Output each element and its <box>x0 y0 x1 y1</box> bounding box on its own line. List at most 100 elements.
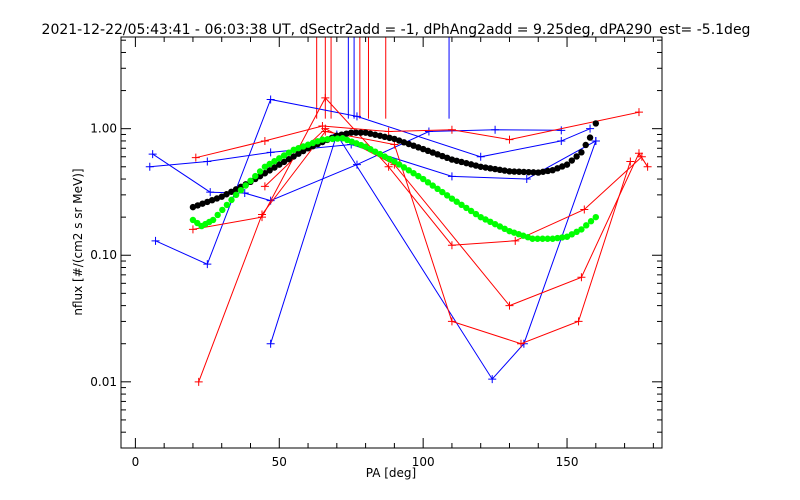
black-curve-point <box>348 129 355 136</box>
green-curve-point <box>529 235 536 242</box>
axes-layer: 0 50 100 150 0.01 0.10 1.00 <box>90 37 662 469</box>
red-data-point <box>384 162 393 171</box>
green-curve-point <box>472 210 480 218</box>
red-data-point <box>511 236 520 245</box>
black-curve-point <box>256 172 264 180</box>
black-curve-point <box>280 158 288 166</box>
black-curve-point <box>266 167 273 174</box>
black-curve-point <box>511 168 518 175</box>
blue-data-point <box>522 175 531 184</box>
red-data-point <box>447 317 456 326</box>
green-curve-point <box>247 177 254 185</box>
black-curve-point <box>343 130 350 137</box>
plot-frame <box>120 36 663 449</box>
red-series-line <box>195 111 640 159</box>
red-data-point <box>505 135 514 144</box>
red-data-point <box>258 210 267 219</box>
blue-data-point <box>557 126 566 135</box>
green-curve-point <box>219 206 226 214</box>
green-curve-point <box>534 235 541 242</box>
green-curve-point <box>410 170 417 177</box>
green-curve-point <box>549 235 556 242</box>
blue-data-point <box>557 136 566 145</box>
red-data-point <box>643 162 652 171</box>
green-curve-point <box>228 196 235 204</box>
green-curve-point <box>381 153 388 160</box>
black-curve-point <box>362 129 369 136</box>
green-curve-point <box>554 234 561 242</box>
green-curve-point <box>491 220 499 228</box>
green-curve-point <box>242 182 249 189</box>
blue-data-point <box>203 157 212 166</box>
y-axis-label: nflux [#/(cm2 s sr MeV)] <box>71 168 85 315</box>
black-curve-point <box>539 168 547 175</box>
blue-data-point <box>488 375 497 384</box>
red-data-point <box>505 301 514 310</box>
blue-data-point <box>447 172 456 181</box>
black-curve-point <box>515 168 523 175</box>
green-curve-point <box>324 136 331 143</box>
blue-data-point <box>591 136 600 145</box>
x-tick-label: 0 <box>132 455 140 469</box>
green-curve-point <box>252 172 259 180</box>
green-curve-point <box>266 160 273 168</box>
green-curve-point <box>539 235 546 242</box>
x-axis-label: PA [deg] <box>366 466 416 480</box>
green-curve-point <box>568 231 576 238</box>
blue-data-point <box>352 112 361 121</box>
red-data-point <box>577 273 586 282</box>
black-curve-point <box>549 166 556 174</box>
red-data-point <box>626 157 635 166</box>
green-curve-point <box>223 201 231 209</box>
blue-data-point <box>266 339 275 348</box>
green-curve-point <box>319 136 326 143</box>
black-curve-point <box>381 133 388 141</box>
red-data-point <box>574 317 583 326</box>
black-curve-point <box>530 169 537 176</box>
black-curve-point <box>573 153 580 160</box>
green-curve-point <box>439 188 446 196</box>
black-curve-point <box>357 129 365 136</box>
red-data-point <box>447 241 456 250</box>
black-curve-point <box>448 156 456 163</box>
black-curve-point <box>578 149 585 156</box>
red-data-point <box>321 124 330 133</box>
black-curve-point <box>501 167 508 174</box>
black-curve-point <box>367 130 374 137</box>
green-curve-point <box>276 155 283 162</box>
y-tick-label: 0.01 <box>90 375 117 389</box>
black-curve-point <box>218 193 225 200</box>
black-curve-point <box>467 161 475 168</box>
red-data-point <box>260 136 269 145</box>
black-curve-point <box>223 191 230 198</box>
green-curve-point <box>367 145 374 153</box>
green-curve-point <box>496 223 504 230</box>
red-data-point <box>260 182 269 191</box>
black-curve-point <box>554 165 561 172</box>
green-curve-point <box>424 179 432 186</box>
green-curve-point <box>583 222 590 229</box>
black-curve-point <box>232 186 240 193</box>
green-curve-point <box>256 168 264 175</box>
green-curve-point <box>443 192 451 199</box>
black-curve-point <box>371 131 379 138</box>
red-data-point <box>634 149 643 158</box>
black-curve-point <box>261 170 269 177</box>
red-data-point <box>321 93 330 102</box>
blue-data-point <box>476 152 485 161</box>
green-curve-point <box>453 198 460 205</box>
black-curve-point <box>559 163 566 170</box>
green-curve-point <box>429 182 436 189</box>
red-data-point <box>194 377 203 386</box>
black-curve-point <box>487 165 494 172</box>
green-curve-point <box>434 185 441 193</box>
green-curve-point <box>395 161 403 168</box>
blue-data-point <box>148 150 157 159</box>
black-curve-point <box>482 164 489 171</box>
green-curve-point <box>501 225 508 233</box>
green-curve-point <box>559 234 566 241</box>
black-curve-point <box>463 159 470 167</box>
black-curve-point <box>352 129 360 136</box>
green-curve-point <box>477 213 484 221</box>
